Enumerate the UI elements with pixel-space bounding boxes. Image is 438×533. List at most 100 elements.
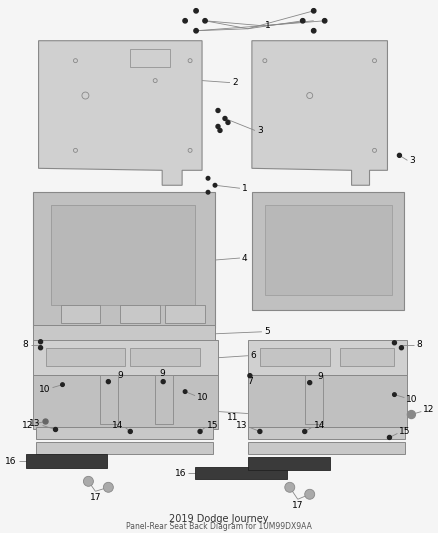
Circle shape	[399, 346, 403, 350]
Circle shape	[74, 148, 78, 152]
Text: 10: 10	[406, 395, 418, 404]
Polygon shape	[260, 348, 330, 366]
Text: 2019 Dodge Journey: 2019 Dodge Journey	[169, 514, 269, 524]
Circle shape	[407, 410, 415, 418]
Circle shape	[372, 59, 377, 63]
Text: 2: 2	[232, 78, 237, 87]
Text: 8: 8	[417, 340, 422, 349]
Circle shape	[311, 9, 316, 13]
Polygon shape	[248, 457, 330, 470]
Circle shape	[53, 427, 57, 432]
Text: 10: 10	[197, 393, 208, 402]
Circle shape	[226, 120, 230, 124]
Text: 16: 16	[5, 457, 17, 466]
Circle shape	[203, 19, 207, 23]
Circle shape	[216, 124, 220, 128]
Polygon shape	[248, 427, 406, 439]
Polygon shape	[35, 442, 213, 455]
Text: 9: 9	[318, 372, 323, 381]
Circle shape	[311, 29, 316, 33]
Circle shape	[82, 92, 89, 99]
Text: 13: 13	[29, 419, 41, 428]
Circle shape	[216, 109, 220, 112]
Text: 12: 12	[22, 421, 34, 430]
Text: 4: 4	[242, 254, 247, 263]
Circle shape	[300, 19, 305, 23]
Text: 3: 3	[257, 126, 263, 135]
Polygon shape	[248, 375, 407, 430]
Polygon shape	[155, 375, 173, 424]
Circle shape	[83, 477, 93, 486]
Text: 16: 16	[175, 469, 186, 478]
Circle shape	[206, 176, 210, 180]
Text: 7: 7	[247, 377, 253, 386]
Polygon shape	[165, 305, 205, 323]
Polygon shape	[252, 192, 404, 310]
Polygon shape	[120, 305, 160, 323]
Text: Panel-Rear Seat Back Diagram for 1UM99DX9AA: Panel-Rear Seat Back Diagram for 1UM99DX…	[126, 522, 312, 531]
Polygon shape	[60, 305, 100, 323]
Text: 12: 12	[424, 405, 435, 414]
Circle shape	[194, 9, 198, 13]
Polygon shape	[195, 467, 287, 479]
Circle shape	[392, 393, 396, 397]
Circle shape	[194, 29, 198, 33]
Polygon shape	[32, 192, 215, 328]
Text: 13: 13	[237, 421, 248, 430]
Text: 15: 15	[207, 421, 219, 430]
Polygon shape	[339, 348, 395, 366]
Polygon shape	[50, 205, 195, 305]
Text: 14: 14	[314, 421, 325, 430]
Circle shape	[248, 374, 252, 378]
Circle shape	[397, 154, 401, 157]
Circle shape	[263, 59, 267, 63]
Circle shape	[188, 59, 192, 63]
Circle shape	[184, 390, 187, 393]
Circle shape	[161, 379, 165, 384]
Text: 9: 9	[159, 369, 165, 378]
Circle shape	[392, 341, 396, 345]
Polygon shape	[46, 348, 125, 366]
Text: 9: 9	[117, 371, 123, 380]
Text: 11: 11	[227, 413, 239, 422]
Circle shape	[198, 430, 202, 433]
Circle shape	[322, 19, 327, 23]
Polygon shape	[35, 427, 213, 439]
Polygon shape	[32, 325, 215, 343]
Circle shape	[258, 430, 262, 433]
Text: 3: 3	[410, 156, 415, 165]
Circle shape	[372, 148, 377, 152]
Polygon shape	[265, 205, 392, 295]
Circle shape	[307, 93, 313, 99]
Circle shape	[106, 379, 110, 384]
Polygon shape	[32, 375, 218, 430]
Text: 1: 1	[242, 184, 247, 193]
Polygon shape	[130, 49, 170, 67]
Circle shape	[308, 381, 312, 385]
Circle shape	[206, 190, 210, 194]
Polygon shape	[100, 375, 118, 424]
Circle shape	[388, 435, 392, 439]
Polygon shape	[130, 348, 200, 366]
Text: 14: 14	[112, 421, 124, 430]
Polygon shape	[248, 340, 407, 375]
Polygon shape	[32, 340, 218, 375]
Polygon shape	[248, 442, 406, 455]
Text: 1: 1	[265, 21, 271, 30]
Text: 15: 15	[399, 427, 411, 436]
Circle shape	[43, 419, 48, 424]
Circle shape	[61, 383, 64, 386]
Circle shape	[74, 59, 78, 63]
Text: 17: 17	[90, 493, 101, 502]
Circle shape	[39, 340, 42, 344]
Circle shape	[223, 117, 227, 120]
Text: 17: 17	[292, 500, 304, 510]
Polygon shape	[39, 41, 202, 185]
Circle shape	[128, 430, 132, 433]
Text: 6: 6	[250, 351, 256, 360]
Circle shape	[39, 346, 42, 350]
Text: 8: 8	[23, 340, 28, 349]
Circle shape	[285, 482, 295, 492]
Circle shape	[103, 482, 113, 492]
Circle shape	[305, 489, 314, 499]
